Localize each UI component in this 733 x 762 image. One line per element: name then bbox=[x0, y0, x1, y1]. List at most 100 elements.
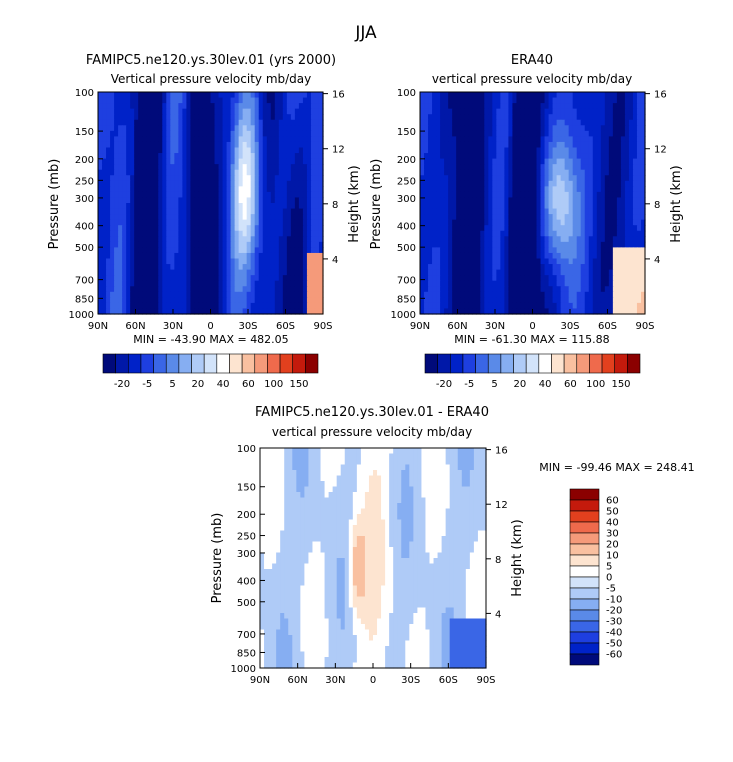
colorbar-swatch bbox=[115, 353, 129, 374]
colorbar-swatch bbox=[279, 353, 294, 374]
colorbar-label: -5 bbox=[142, 379, 152, 390]
panel-model-colorbar: -20 -5 5 20 40 60 100 150 bbox=[102, 353, 319, 390]
panel-model-ylabel-right: Height (km) bbox=[347, 165, 362, 242]
colorbar-swatch bbox=[614, 353, 628, 374]
colorbar-swatch bbox=[292, 353, 306, 374]
y-right-tick-label: 12 bbox=[332, 145, 345, 156]
colorbar-swatch bbox=[569, 587, 600, 600]
colorbar-swatch bbox=[241, 353, 256, 374]
y-right-tick-label: 16 bbox=[495, 446, 508, 457]
colorbar-label: 60 bbox=[242, 379, 255, 390]
y-right-tick-label: 8 bbox=[654, 200, 660, 211]
y-tick-label: 150 bbox=[237, 483, 256, 494]
colorbar-swatch bbox=[627, 353, 641, 374]
x-tick-label: 60N bbox=[288, 675, 308, 686]
colorbar-swatch bbox=[437, 353, 451, 374]
colorbar-swatch bbox=[165, 353, 180, 374]
panel-model-stats: MIN = -43.90 MAX = 482.05 bbox=[133, 333, 288, 346]
x-tick-label: 60S bbox=[598, 321, 617, 332]
y-tick-label: 1000 bbox=[391, 310, 416, 321]
y-tick-label: 400 bbox=[237, 576, 256, 587]
x-tick-label: 60N bbox=[447, 321, 467, 332]
x-tick-label: 90N bbox=[250, 675, 270, 686]
colorbar-label: 5 bbox=[169, 379, 175, 390]
colorbar-label: -60 bbox=[606, 650, 622, 661]
colorbar-label: 40 bbox=[606, 518, 619, 529]
panel-difference-title: FAMIPC5.ne120.ys.30lev.01 - ERA40 bbox=[255, 405, 489, 420]
y-tick-label: 150 bbox=[397, 127, 416, 138]
colorbar-swatch bbox=[576, 353, 590, 374]
y-tick-label: 500 bbox=[237, 598, 256, 609]
colorbar-swatch bbox=[569, 631, 600, 644]
colorbar-label: 20 bbox=[514, 379, 527, 390]
colorbar-swatch bbox=[500, 353, 514, 374]
colorbar-label: 20 bbox=[192, 379, 205, 390]
y-tick-label: 100 bbox=[75, 88, 94, 99]
colorbar-label: -20 bbox=[436, 379, 452, 390]
x-tick-label: 30N bbox=[325, 675, 345, 686]
y-tick-label: 300 bbox=[237, 549, 256, 560]
y-tick-label: 150 bbox=[75, 127, 94, 138]
figure-title: JJA bbox=[354, 23, 377, 43]
colorbar-label: 20 bbox=[606, 540, 619, 551]
y-tick-label: 250 bbox=[75, 176, 94, 187]
colorbar-label: -5 bbox=[606, 584, 616, 595]
panel-model-plot: 90N 60N 30N 0 30S 60S 90S 100 150 200 250 300 400 500… bbox=[69, 88, 345, 332]
y-tick-label: 700 bbox=[237, 630, 256, 641]
y-tick-label: 500 bbox=[75, 243, 94, 254]
colorbar-swatch bbox=[569, 488, 600, 501]
panel-era40-plot: 90N 60N 30N 0 30S 60S 90S 100 150 200 250 300 400 500… bbox=[391, 88, 667, 332]
panel-model-subtitle: Vertical pressure velocity mb/day bbox=[111, 72, 312, 86]
colorbar-swatch bbox=[569, 620, 600, 633]
y-right-tick-label: 8 bbox=[332, 200, 338, 211]
x-tick-label: 30N bbox=[485, 321, 505, 332]
colorbar-swatch bbox=[449, 353, 464, 374]
panel-difference: FAMIPC5.ne120.ys.30lev.01 - ERA40 vertic… bbox=[210, 405, 695, 686]
colorbar-label: 10 bbox=[606, 551, 619, 562]
colorbar-label: 60 bbox=[564, 379, 577, 390]
x-tick-label: 0 bbox=[207, 321, 213, 332]
y-right-tick-label: 4 bbox=[654, 255, 660, 266]
colorbar-swatch bbox=[569, 499, 600, 512]
y-tick-label: 250 bbox=[397, 176, 416, 187]
colorbar-swatch bbox=[601, 353, 616, 374]
colorbar-swatch bbox=[153, 353, 167, 374]
panel-era40-stats: MIN = -61.30 MAX = 115.88 bbox=[454, 333, 609, 346]
y-right-tick-label: 16 bbox=[332, 90, 345, 101]
x-tick-label: 90S bbox=[313, 321, 332, 332]
x-tick-label: 30S bbox=[560, 321, 579, 332]
colorbar-swatch bbox=[513, 353, 527, 374]
y-right-tick-label: 12 bbox=[654, 145, 667, 156]
colorbar-swatch bbox=[569, 543, 600, 556]
colorbar-label: 30 bbox=[606, 529, 619, 540]
colorbar-swatch bbox=[569, 598, 600, 611]
x-tick-label: 90N bbox=[410, 321, 430, 332]
colorbar-swatch bbox=[569, 609, 600, 622]
y-tick-label: 400 bbox=[397, 222, 416, 233]
colorbar-swatch bbox=[569, 576, 600, 589]
y-tick-label: 700 bbox=[397, 276, 416, 287]
colorbar-swatch bbox=[140, 353, 154, 374]
colorbar-swatch bbox=[305, 353, 319, 374]
colorbar-label: -30 bbox=[606, 617, 622, 628]
colorbar-swatch bbox=[102, 353, 116, 374]
y-right-tick-label: 4 bbox=[495, 609, 501, 620]
y-tick-label: 300 bbox=[75, 194, 94, 205]
y-tick-label: 200 bbox=[397, 155, 416, 166]
colorbar-swatch bbox=[538, 353, 552, 374]
colorbar-swatch bbox=[525, 353, 540, 374]
colorbar-label: 150 bbox=[289, 379, 308, 390]
colorbar-swatch bbox=[589, 353, 603, 374]
colorbar-label: 40 bbox=[539, 379, 552, 390]
y-tick-label: 1000 bbox=[69, 310, 94, 321]
colorbar-label: -40 bbox=[606, 628, 622, 639]
y-tick-label: 100 bbox=[237, 444, 256, 455]
y-tick-label: 1000 bbox=[231, 664, 256, 675]
colorbar-swatch bbox=[569, 510, 600, 523]
panel-difference-ylabel: Pressure (mb) bbox=[210, 513, 225, 604]
colorbar-swatch bbox=[191, 353, 205, 374]
panel-era40-colorbar: -20 -5 5 20 40 60 100 150 bbox=[424, 353, 641, 390]
x-tick-label: 30S bbox=[401, 675, 420, 686]
y-tick-label: 700 bbox=[75, 276, 94, 287]
